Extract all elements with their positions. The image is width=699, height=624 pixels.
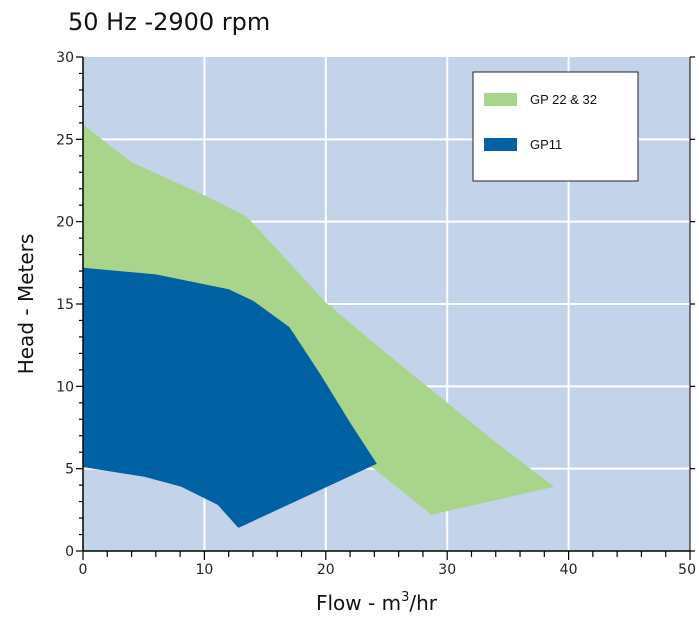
y-tick-label-20: 20 (56, 215, 74, 231)
legend-box (472, 71, 639, 182)
x-tick-label-40: 40 (560, 562, 578, 578)
series-area-gp11 (83, 267, 377, 528)
y-tick-label-30: 30 (56, 50, 74, 66)
legend-label-gp22-32: GP 22 & 32 (530, 92, 597, 107)
y-axis-title: Head - Meters (14, 234, 38, 375)
legend-swatch-gp22-32 (484, 93, 517, 106)
x-tick-label-50: 50 (678, 562, 696, 578)
y-tick-label-15: 15 (56, 297, 74, 313)
x-axis-title-sup: 3 (401, 590, 409, 605)
x-tick-label-0: 0 (79, 562, 88, 578)
series-areas (83, 124, 554, 528)
y-tick-label-5: 5 (65, 462, 74, 478)
legend: GP 22 & 32 GP11 (472, 71, 639, 182)
legend-label-gp11: GP11 (530, 137, 562, 152)
legend-swatch-gp11 (484, 138, 517, 151)
x-axis-title-main: Flow - m (316, 591, 401, 615)
y-tick-label-0: 0 (65, 544, 74, 560)
x-tick-label-10: 10 (195, 562, 213, 578)
x-tick-label-30: 30 (438, 562, 456, 578)
y-tick-label-25: 25 (56, 132, 74, 148)
x-axis-title: Flow - m3/hr (316, 590, 438, 615)
x-axis-title-suffix: /hr (409, 591, 437, 615)
axes (76, 56, 695, 560)
x-tick-label-20: 20 (317, 562, 335, 578)
tick-labels: 0 10 20 30 40 50 0 5 10 15 20 25 30 (56, 50, 696, 578)
y-tick-label-10: 10 (56, 379, 74, 395)
chart-title: 50 Hz -2900 rpm (68, 8, 271, 36)
